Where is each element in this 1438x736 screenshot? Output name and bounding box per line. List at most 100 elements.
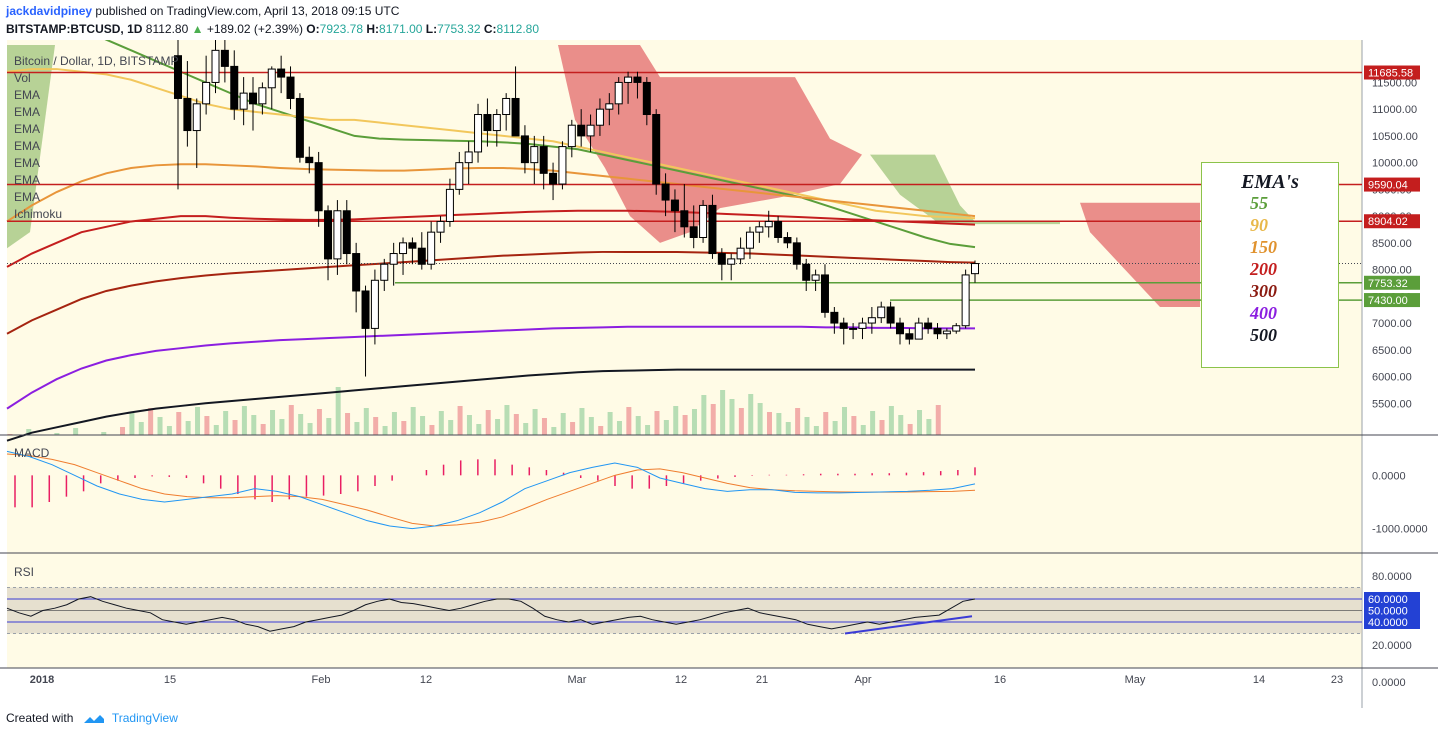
volume-bar xyxy=(457,406,463,435)
volume-bar xyxy=(842,407,848,435)
candle-body xyxy=(689,226,698,239)
price-tick-label: 11000.00 xyxy=(1372,104,1417,116)
volume-bar xyxy=(232,420,238,435)
price-label: 9590.04 xyxy=(1368,180,1408,192)
candle-body xyxy=(427,231,436,265)
price-tick-label: 8000.00 xyxy=(1372,265,1412,277)
candle-body xyxy=(792,242,801,265)
volume-bar xyxy=(720,390,726,435)
candle-body xyxy=(577,124,586,137)
price-labels: 11685.58 9590.04 8904.02 7753.32 7430.00 xyxy=(1364,65,1420,308)
candle-body xyxy=(661,183,670,201)
volume-bar xyxy=(766,412,772,435)
volume-bar xyxy=(532,409,538,435)
volume-bar xyxy=(682,415,688,435)
candle-body xyxy=(933,327,942,335)
price-tick-label: 6500.00 xyxy=(1372,345,1412,357)
tradingview-link[interactable]: TradingView xyxy=(111,711,178,725)
chart-canvas[interactable]: 11500.0011000.0010500.0010000.009500.009… xyxy=(0,40,1438,708)
volume-bar xyxy=(251,415,257,435)
candle-body xyxy=(361,290,370,329)
candle-body xyxy=(849,327,858,330)
time-tick-label: 21 xyxy=(756,674,768,686)
candle-body xyxy=(333,210,342,260)
volume-bar xyxy=(654,411,660,435)
candle-body xyxy=(727,258,736,265)
rsi-pane-content: 80.0000 20.0000 0.0000 60.000050.000040.000… xyxy=(6,571,1420,689)
candle-body xyxy=(389,253,398,265)
macd-pane-content: 0.0000 -1000.0000 xyxy=(6,450,1428,536)
volume-bar xyxy=(373,417,379,435)
volume-bar xyxy=(898,415,904,435)
author-link[interactable]: jackdavidpiney xyxy=(6,4,93,18)
legend-title: EMA's xyxy=(1241,171,1299,193)
volume-bar xyxy=(504,405,510,435)
candle-body xyxy=(605,103,614,110)
volume-bar xyxy=(888,406,894,435)
volume-bar xyxy=(176,412,182,435)
candle-body xyxy=(455,162,464,190)
price-tick-label: 5500.00 xyxy=(1372,398,1412,410)
candle-body xyxy=(895,322,904,335)
candle-body xyxy=(305,156,314,164)
volume-bar xyxy=(260,424,266,435)
candle-body xyxy=(370,279,379,329)
candle-body xyxy=(549,172,558,185)
candle-body xyxy=(680,210,689,228)
candle-body xyxy=(755,226,764,233)
price-label-bg xyxy=(1364,275,1420,290)
candle-body xyxy=(670,199,679,212)
open-value: 7923.78 xyxy=(319,22,364,36)
volume-bar xyxy=(363,408,369,435)
candle-body xyxy=(380,263,389,281)
volume-bar xyxy=(607,412,613,435)
ema-500-line xyxy=(6,368,975,442)
rsi-band-label-bg xyxy=(1364,592,1420,606)
candle-body xyxy=(464,151,473,164)
volume-bar xyxy=(795,408,801,435)
candle-body xyxy=(520,135,529,164)
created-with-text: Created with xyxy=(6,711,74,725)
price-axis: 11500.0011000.0010500.0010000.009500.009… xyxy=(1372,77,1418,410)
volume-bar xyxy=(476,424,482,435)
ichimoku-label: Ichimoku xyxy=(14,207,63,221)
volume-bar xyxy=(879,420,885,435)
candle-body xyxy=(474,114,483,153)
volume-bar xyxy=(663,420,669,435)
volume-bar xyxy=(673,406,679,435)
ema-label: EMA xyxy=(14,156,41,170)
volume-bar xyxy=(101,432,107,435)
legend-item-300: 300 xyxy=(1250,281,1277,301)
cloud-bull-future xyxy=(870,154,1060,225)
symbol-name[interactable]: BITSTAMP:BTCUSD, 1D xyxy=(6,22,143,36)
rsi-band-label: 40.0000 xyxy=(1368,617,1408,629)
candle-body xyxy=(642,81,651,116)
volume-bar xyxy=(551,427,557,435)
time-axis: 2018 15 Feb 12 Mar 12 21 Apr 16 May 14 23 xyxy=(30,674,1343,686)
price-tick-label: 10500.00 xyxy=(1372,131,1418,143)
macd-label: MACD xyxy=(14,446,50,460)
volume-bar xyxy=(917,410,923,435)
volume-bar xyxy=(157,417,163,435)
legend-item-400: 400 xyxy=(1250,303,1277,323)
ema-300-line xyxy=(6,250,976,335)
candle-body xyxy=(511,97,520,137)
candle-body xyxy=(314,162,323,212)
volume-bar xyxy=(785,422,791,435)
rsi-trendline xyxy=(844,615,973,635)
candle-body xyxy=(445,188,454,222)
rsi-line xyxy=(6,596,976,632)
candle-body xyxy=(858,322,867,329)
price-tick-label: 6000.00 xyxy=(1372,372,1412,384)
candle-body xyxy=(624,76,633,83)
close-value: 8112.80 xyxy=(496,22,540,36)
volume-bar xyxy=(813,426,819,435)
price-label: 11685.58 xyxy=(1368,68,1413,80)
low-label: L: xyxy=(425,22,438,36)
price-label-bg xyxy=(1364,214,1420,229)
legend-item-200: 200 xyxy=(1250,259,1277,279)
volume-bar xyxy=(429,425,435,435)
candle-body xyxy=(708,204,717,255)
volume-bar xyxy=(279,419,285,435)
cloud-bull-left xyxy=(7,45,55,249)
